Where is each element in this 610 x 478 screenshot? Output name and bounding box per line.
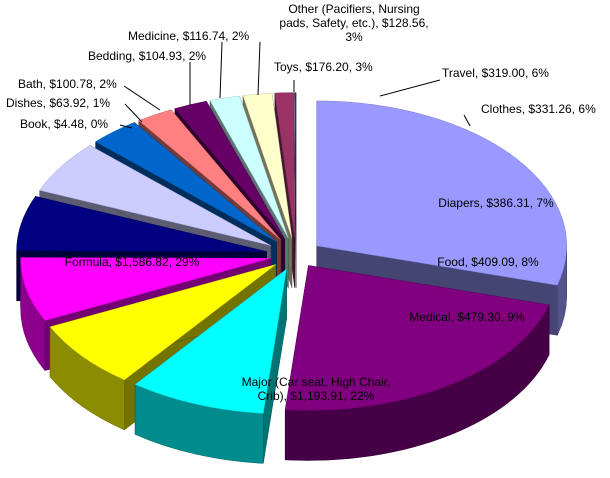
data-label-diapers: Diapers, $386.31, 7% — [438, 196, 554, 210]
data-label-major-car-seat-high-chair-crib: Major (Car seat, High Chair, Crib), $1,19… — [242, 375, 391, 403]
leader-line-medicine — [219, 41, 223, 99]
data-label-formula: Formula, $1,586.82, 29% — [65, 255, 200, 269]
data-label-bath: Bath, $100.78, 2% — [18, 77, 117, 91]
slice-top — [134, 268, 287, 414]
data-label-medical: Medical, $479.30, 9% — [409, 310, 525, 324]
slice-top — [242, 92, 293, 238]
slice-top — [294, 92, 297, 238]
slice-major-car-seat-high-chair-crib — [284, 265, 550, 461]
leader-line-dishes — [124, 103, 143, 123]
slice-top — [316, 100, 567, 286]
slice-medical — [134, 268, 287, 464]
slice-top — [138, 109, 282, 241]
data-label-travel: Travel, $319.00, 6% — [442, 66, 549, 80]
data-label-other-pacifiers-nursing-pads-safety-etc: Other (Pacifiers, Nursing pads, Safety, e… — [279, 2, 428, 44]
slice-top — [20, 257, 271, 321]
data-label-book: Book, $4.48, 0% — [20, 117, 108, 131]
data-label-bedding: Bedding, $104.93, 2% — [88, 49, 206, 63]
data-label-toys: Toys, $176.20, 3% — [274, 60, 373, 74]
slice-top — [39, 145, 271, 246]
data-label-food: Food, $409.09, 8% — [437, 255, 539, 269]
leader-line-book — [119, 124, 133, 129]
slice-top — [16, 196, 267, 252]
leader-line-travel — [379, 79, 441, 97]
slice-top — [274, 92, 295, 238]
slice-top — [284, 265, 550, 411]
leader-line-bath — [123, 85, 161, 111]
data-label-dishes: Dishes, $63.92, 1% — [6, 96, 110, 110]
slice-top — [209, 95, 289, 239]
slice-book — [294, 92, 297, 288]
data-label-clothes: Clothes, $331.26, 6% — [481, 102, 596, 116]
leader-line-other-pacifiers-nursing-pads-safety-etc — [257, 41, 261, 96]
slice-top — [95, 122, 277, 242]
data-label-medicine: Medicine, $116.74, 2% — [128, 29, 250, 43]
slice-top — [49, 264, 276, 381]
leader-line-clothes — [463, 114, 471, 127]
